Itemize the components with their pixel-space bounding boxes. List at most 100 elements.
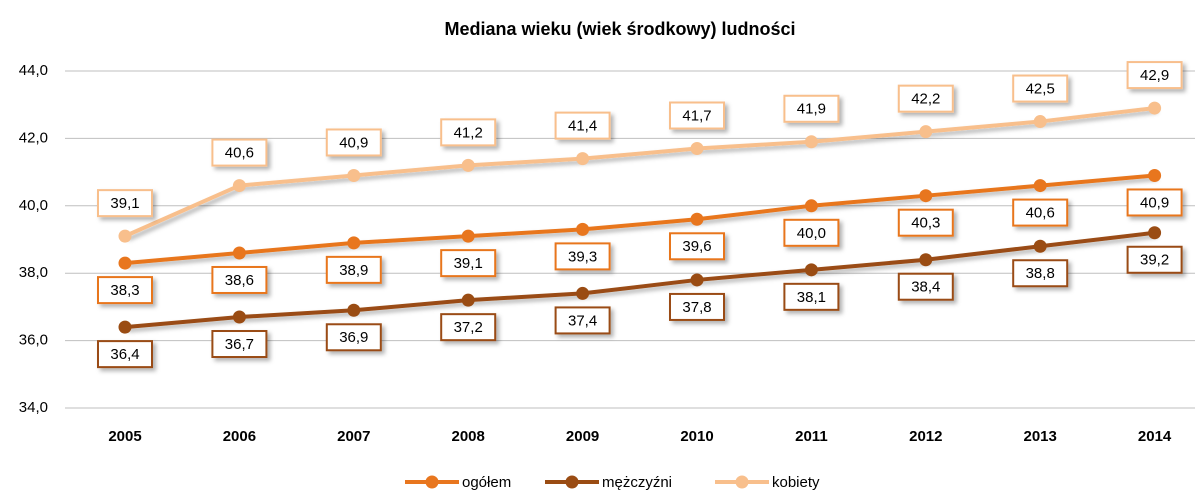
marker	[919, 253, 933, 267]
label-text: 38,6	[225, 272, 254, 289]
data-label: 41,4	[554, 111, 611, 140]
marker	[804, 263, 818, 277]
y-tick-label: 40,0	[19, 197, 48, 214]
legend-marker	[565, 475, 579, 489]
marker	[1148, 101, 1162, 115]
y-tick-label: 38,0	[19, 264, 48, 281]
label-text: 39,3	[568, 248, 597, 265]
label-text: 40,6	[225, 145, 254, 162]
marker	[232, 310, 246, 324]
data-label: 40,6	[211, 138, 268, 167]
line	[124, 173, 1155, 266]
label-box	[211, 265, 268, 294]
marker	[1033, 239, 1047, 253]
marker	[118, 320, 132, 334]
data-label: 39,6	[669, 232, 725, 261]
marker	[690, 273, 704, 287]
label-text: 36,7	[225, 336, 254, 353]
label-box	[783, 94, 840, 123]
label-box	[211, 330, 268, 359]
data-label: 40,9	[325, 128, 382, 157]
label-box	[783, 282, 840, 311]
legend-label: mężczyźni	[602, 474, 672, 491]
label-text: 37,4	[568, 312, 597, 329]
y-tick-label: 42,0	[19, 129, 48, 146]
data-label: 40,9	[1126, 188, 1183, 217]
label-box	[554, 242, 611, 271]
label-text: 38,8	[1026, 265, 1055, 282]
label-text: 40,6	[1026, 205, 1055, 222]
marker	[1148, 226, 1162, 240]
data-label: 39,3	[554, 242, 611, 271]
label-text: 39,2	[1140, 252, 1169, 269]
label-box	[440, 313, 497, 342]
label-text: 39,6	[682, 238, 711, 255]
data-label: 38,8	[1012, 259, 1069, 288]
legend-label: kobiety	[772, 474, 820, 491]
label-text: 38,4	[911, 279, 940, 296]
marker	[1148, 168, 1162, 182]
label-text: 38,1	[797, 289, 826, 306]
data-label: 36,9	[325, 323, 382, 352]
data-label: 41,7	[669, 101, 725, 130]
label-text: 38,9	[339, 262, 368, 279]
label-box	[783, 218, 840, 247]
marker	[118, 229, 132, 243]
x-tick-label: 2010	[680, 428, 713, 445]
label-text: 40,9	[339, 134, 368, 151]
legend-marker	[735, 475, 749, 489]
x-tick-label: 2005	[108, 428, 141, 445]
marker	[690, 142, 704, 156]
marker	[347, 168, 361, 182]
data-label: 38,9	[325, 255, 382, 284]
data-label: 40,3	[897, 208, 954, 237]
label-box	[897, 208, 954, 237]
y-tick-label: 36,0	[19, 332, 48, 349]
label-text: 42,9	[1140, 67, 1169, 84]
data-label: 36,4	[97, 340, 153, 369]
label-box	[325, 323, 382, 352]
marker	[576, 222, 590, 236]
label-text: 40,3	[911, 215, 940, 232]
data-label: 38,6	[211, 265, 268, 294]
label-box	[325, 128, 382, 157]
label-box	[669, 232, 725, 261]
line	[124, 106, 1155, 238]
x-tick-label: 2013	[1024, 428, 1057, 445]
data-label: 37,2	[440, 313, 497, 342]
data-label: 42,5	[1012, 74, 1069, 103]
data-label: 37,4	[554, 306, 611, 335]
label-text: 36,4	[110, 346, 139, 363]
data-label: 36,7	[211, 330, 268, 359]
label-text: 38,3	[110, 282, 139, 299]
x-tick-label: 2006	[223, 428, 256, 445]
marker	[690, 212, 704, 226]
legend-label: ogółem	[462, 474, 511, 491]
marker	[804, 199, 818, 213]
marker	[461, 229, 475, 243]
label-text: 42,2	[911, 91, 940, 108]
marker	[804, 135, 818, 149]
label-box	[97, 340, 153, 369]
marker	[1033, 179, 1047, 193]
label-box	[97, 189, 153, 218]
marker	[919, 189, 933, 203]
marker	[118, 256, 132, 270]
x-tick-label: 2014	[1138, 428, 1172, 445]
label-box	[440, 118, 497, 147]
marker	[1033, 115, 1047, 129]
marker	[347, 303, 361, 317]
label-box	[211, 138, 268, 167]
marker	[232, 246, 246, 260]
data-label: 42,2	[897, 84, 954, 113]
label-text: 41,7	[682, 107, 711, 124]
line	[124, 230, 1155, 330]
x-tick-label: 2008	[452, 428, 485, 445]
label-box	[1126, 245, 1183, 274]
data-label: 41,2	[440, 118, 497, 147]
label-text: 37,2	[454, 319, 483, 336]
data-label: 39,1	[440, 249, 497, 278]
data-label: 39,2	[1126, 245, 1183, 274]
marker	[576, 152, 590, 166]
